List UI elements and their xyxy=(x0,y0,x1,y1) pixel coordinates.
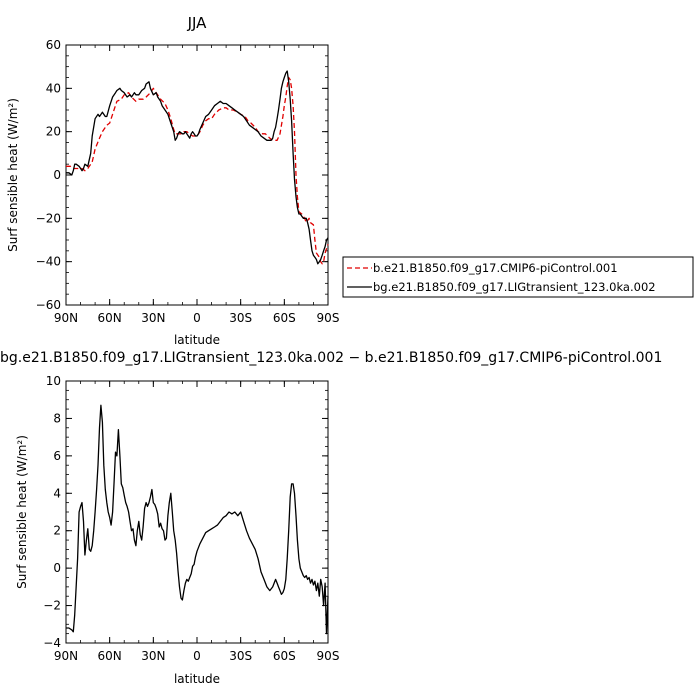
top-y-tick-label: 40 xyxy=(46,81,61,95)
top-x-tick-label: 90N xyxy=(54,311,78,325)
bottom-x-tick-label: 30S xyxy=(229,649,252,663)
top-x-tick-label: 0 xyxy=(193,311,201,325)
bottom-x-tick-label: 0 xyxy=(193,649,201,663)
bottom-y-tick-label: −2 xyxy=(43,599,61,613)
bottom-chart: bg.e21.B1850.f09_g17.LIGtransient_123.0k… xyxy=(0,350,662,686)
top-y-tick-label: −40 xyxy=(36,255,61,269)
top-y-tick-label: −20 xyxy=(36,211,61,225)
top-chart-title: JJA xyxy=(187,14,208,32)
legend: b.e21.B1850.f09_g17.CMIP6-piControl.001 … xyxy=(342,256,694,298)
bottom-axis-ticks: 90N 60N 30N 0 30S 60S 90S −4 −2 0 2 4 6 8 10 xyxy=(43,374,339,663)
bottom-y-axis-label: Surf sensible heat (W/m²) xyxy=(15,435,29,589)
bottom-y-tick-label: 8 xyxy=(53,411,61,425)
bottom-series-line-0 xyxy=(66,404,329,635)
bottom-x-tick-label: 30N xyxy=(141,649,165,663)
top-x-tick-label: 90S xyxy=(317,311,340,325)
top-y-axis-label: Surf sensible heat (W/m²) xyxy=(6,98,20,252)
bottom-x-tick-label: 60N xyxy=(98,649,122,663)
top-x-tick-label: 30S xyxy=(229,311,252,325)
bottom-x-tick-label: 90N xyxy=(54,649,78,663)
bottom-chart-title: bg.e21.B1850.f09_g17.LIGtransient_123.0k… xyxy=(0,350,662,366)
top-axis-ticks: 90N 60N 30N 0 30S 60S 90S −60 −40 −20 0 20 40 60 xyxy=(36,38,340,325)
top-x-tick-label: 60S xyxy=(273,311,296,325)
bottom-x-tick-label: 90S xyxy=(317,649,340,663)
top-y-tick-label: −60 xyxy=(36,298,61,312)
top-y-tick-label: 20 xyxy=(46,125,61,139)
top-y-tick-label: 60 xyxy=(46,38,61,52)
bottom-y-tick-label: −4 xyxy=(43,636,61,650)
bottom-x-axis-label: latitude xyxy=(174,672,220,686)
bottom-y-tick-label: 0 xyxy=(53,561,61,575)
bottom-y-tick-label: 6 xyxy=(53,449,61,463)
bottom-y-tick-label: 10 xyxy=(46,374,61,388)
top-y-tick-label: 0 xyxy=(53,168,61,182)
bottom-x-tick-label: 60S xyxy=(273,649,296,663)
bottom-plot-lines xyxy=(66,404,329,635)
top-x-tick-label: 60N xyxy=(98,311,122,325)
top-plot-lines xyxy=(66,70,329,265)
bottom-plot-frame xyxy=(65,380,329,644)
top-chart: JJA 90N 60N 30N 0 30S 60S 90S−60−40−200204060 … xyxy=(6,14,694,347)
bottom-y-tick-label: 4 xyxy=(53,486,61,500)
legend-entry-picontrol: b.e21.B1850.f09_g17.CMIP6-piControl.001 xyxy=(373,261,618,275)
bottom-y-tick-label: 2 xyxy=(53,524,61,538)
top-x-tick-label: 30N xyxy=(141,311,165,325)
legend-entry-ligtransient: bg.e21.B1850.f09_g17.LIGtransient_123.0k… xyxy=(373,280,656,294)
top-x-axis-label: latitude xyxy=(174,333,220,347)
top-series-line-0 xyxy=(66,76,329,265)
legend-box xyxy=(342,256,694,298)
top-series-line-1 xyxy=(66,70,329,265)
